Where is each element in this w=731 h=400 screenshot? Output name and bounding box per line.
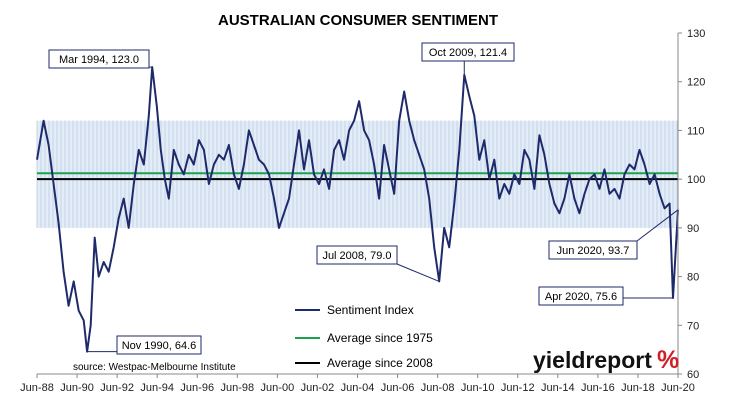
sentiment-index-line [36,66,679,353]
annotation-box [316,245,398,265]
y-tick-label: 90 [687,223,699,235]
y-tick-label: 110 [687,125,705,137]
annotation-label: Nov 1990, 64.6 [122,340,197,352]
x-tick-label: Jun-94 [140,382,174,394]
y-tick-label: 80 [687,272,699,284]
x-tick-label: Jun-00 [261,382,295,394]
annotation-label: Apr 2020, 75.6 [545,291,617,303]
x-tick-label: Jun-04 [341,382,375,394]
x-tick-label: Jun-16 [581,382,615,394]
annotation-label: Mar 1994, 123.0 [59,54,139,66]
annotation-label: Jun 2020, 93.7 [557,245,630,257]
annotation-box [421,42,515,62]
x-tick-label: Jun-96 [180,382,214,394]
annotation-box [116,335,202,355]
x-tick-labels: Jun-88 Jun-90 Jun-92 Jun-94 Jun-96 Jun-98 Jun-… [20,374,695,394]
legend-label-avg-2008: Average since 2008 [327,356,433,370]
x-tick-label: Jun-10 [461,382,495,394]
annotation-label: Oct 2009, 121.4 [429,47,507,59]
x-tick-label: Jun-90 [60,382,94,394]
annotation-label: Jul 2008, 79.0 [322,250,391,262]
source-note: source: Westpac-Melbourne Institute [73,362,236,373]
y-tick-labels: 60 70 80 90 100 110 120 130 [678,28,705,381]
x-tick-label: Jun-20 [661,382,695,394]
annotation-leader [396,263,440,282]
y-tick-label: 120 [687,77,705,89]
annotations: Mar 1994, 123.0 Oct 2009, 121.4 Jul 2008, … [48,42,679,355]
y-tick-label: 70 [687,320,699,332]
logo-wordmark: yieldreport [533,347,652,373]
x-tick-label: Jun-18 [621,382,655,394]
x-tick-label: Jun-14 [541,382,575,394]
yieldreport-logo: yieldreport % [533,346,679,374]
annotation-box [548,240,638,260]
legend-label-avg-1975: Average since 1975 [327,331,433,345]
x-tick-label: Jun-06 [381,382,415,394]
y-tick-label: 130 [687,28,705,40]
x-tick-label: Jun-92 [100,382,134,394]
sentiment-series [36,66,679,353]
annotation-box [48,49,150,69]
x-tick-label: Jun-08 [421,382,455,394]
y-tick-label: 100 [687,174,705,186]
x-tick-label: Jun-12 [501,382,535,394]
legend-label-sentiment: Sentiment Index [327,303,414,317]
x-tick-label: Jun-98 [220,382,254,394]
x-tick-label: Jun-02 [301,382,335,394]
y-tick-label: 60 [687,369,699,381]
logo-percent-symbol: % [657,346,679,374]
legend: Sentiment Index Average since 1975 Avera… [295,303,433,370]
x-tick-label: Jun-88 [20,382,54,394]
annotation-leader [636,209,679,242]
chart-title: AUSTRALIAN CONSUMER SENTIMENT [218,12,498,29]
annotation-box [538,286,624,306]
